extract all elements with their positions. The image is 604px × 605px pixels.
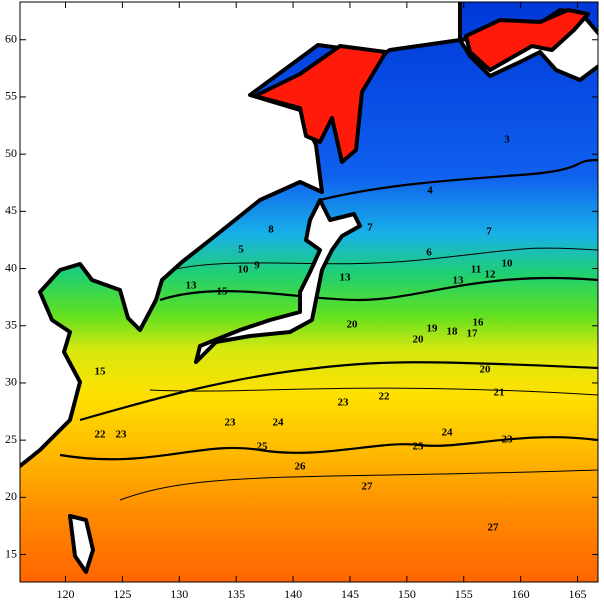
contour-label: 13 xyxy=(453,275,465,287)
contour-label: 23 xyxy=(116,429,128,441)
contour-label: 12 xyxy=(485,269,497,281)
y-tick-label: 15 xyxy=(5,546,17,560)
contour-label: 3 xyxy=(504,134,510,146)
contour-label: 20 xyxy=(347,319,359,331)
y-tick-label: 45 xyxy=(5,203,17,217)
contour-label: 11 xyxy=(471,264,481,276)
contour-labels: 27 27 26 25 25 24 24 23 23 23 23 22 22 2… xyxy=(95,134,514,534)
contour-label: 13 xyxy=(340,272,352,284)
contour-label: 25 xyxy=(413,441,425,453)
contour-label: 4 xyxy=(427,185,433,197)
contour-label: 20 xyxy=(413,334,425,346)
plot-frame xyxy=(19,1,599,583)
x-tick-label: 140 xyxy=(284,587,302,601)
contour-label: 22 xyxy=(95,429,107,441)
contour-label: 26 xyxy=(295,461,307,473)
sst-field xyxy=(20,2,598,582)
y-tick-label: 40 xyxy=(5,260,17,274)
contour-label: 27 xyxy=(488,522,500,534)
contour-label: 8 xyxy=(268,224,274,236)
y-tick-label: 50 xyxy=(5,146,17,160)
y-tick-label: 55 xyxy=(5,89,17,103)
x-tick-label: 155 xyxy=(455,587,473,601)
x-tick-label: 125 xyxy=(113,587,131,601)
x-tick-label: 145 xyxy=(341,587,359,601)
contour-label: 7 xyxy=(486,226,492,238)
contour-label: 23 xyxy=(225,417,237,429)
contour-label: 23 xyxy=(502,434,514,446)
contour-label: 27 xyxy=(362,481,374,493)
contour-label: 15 xyxy=(95,366,107,378)
contour-label: 16 xyxy=(473,317,485,329)
contour-label: 9 xyxy=(254,260,260,272)
x-tick-label: 120 xyxy=(57,587,75,601)
contour-label: 10 xyxy=(502,258,514,270)
contour-label: 7 xyxy=(367,222,373,234)
x-tick-label: 135 xyxy=(227,587,245,601)
y-tick-label: 35 xyxy=(5,317,17,331)
contour-label: 24 xyxy=(273,417,285,429)
contour-label: 6 xyxy=(426,247,432,259)
y-tick-label: 60 xyxy=(5,32,17,46)
contour-label: 17 xyxy=(467,328,479,340)
x-tick-label: 130 xyxy=(170,587,188,601)
contour-label: 24 xyxy=(442,427,454,439)
contour-label: 13 xyxy=(186,280,198,292)
contour-label: 23 xyxy=(338,397,350,409)
contour-label: 5 xyxy=(238,244,244,256)
x-tick-label: 160 xyxy=(512,587,530,601)
contour-label: 25 xyxy=(257,441,269,453)
y-tick-label: 30 xyxy=(5,375,17,389)
y-tick-label: 20 xyxy=(5,489,17,503)
contour-label: 10 xyxy=(238,264,250,276)
contour-label: 15 xyxy=(217,286,229,298)
x-tick-label: 165 xyxy=(569,587,587,601)
x-tick-label: 150 xyxy=(398,587,416,601)
contour-label: 18 xyxy=(447,326,459,338)
contour-label: 20 xyxy=(480,364,492,376)
y-tick-label: 25 xyxy=(5,432,17,446)
contour-label: 22 xyxy=(379,391,391,403)
contour-label: 21 xyxy=(494,387,505,399)
contour-label: 19 xyxy=(427,323,439,335)
